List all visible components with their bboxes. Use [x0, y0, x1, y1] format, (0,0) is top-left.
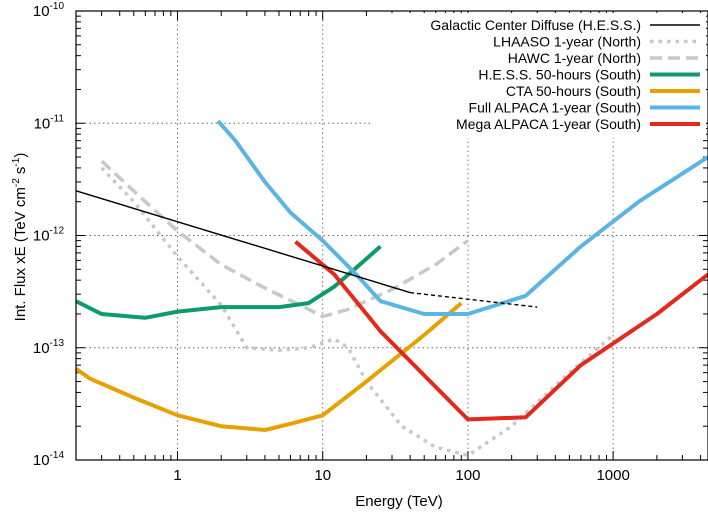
series-line-galactic-center-diffuse-h-e-s-s — [75, 190, 411, 294]
x-tick-label: 1000 — [596, 467, 629, 484]
y-axis-label-sup2: -1 — [11, 157, 22, 166]
y-axis-label-suffix: ) — [12, 153, 29, 158]
x-tick-label: 100 — [455, 467, 480, 484]
series-line-cta-50-hours-south — [74, 301, 463, 432]
series-extension-galactic-center-diffuse-h-e-s-s — [410, 291, 538, 308]
legend-label-cta-50-hours-south: CTA 50-hours (South) — [506, 83, 641, 99]
legend-label-galactic-center-diffuse-h-e-s-s: Galactic Center Diffuse (H.E.S.S.) — [430, 17, 641, 33]
y-tick-label: 10-11 — [34, 113, 65, 132]
plot-frame — [75, 10, 708, 461]
y-tick-label: 10-14 — [33, 450, 65, 469]
y-axis-label-sup1: -2 — [11, 178, 22, 187]
series-layer — [74, 119, 708, 458]
y-tick-label: 10-12 — [33, 226, 65, 245]
x-axis-label: Energy (TeV) — [355, 493, 443, 510]
legend: Galactic Center Diffuse (H.E.S.S.)LHAASO… — [370, 13, 706, 138]
tick-labels: 1 10 100 1000 10-14 10-13 10-12 10-11 10-10 — [33, 1, 630, 484]
legend-label-hawc-1-year-north: HAWC 1-year (North) — [508, 50, 641, 66]
legend-label-lhaaso-1-year-north: LHAASO 1-year (North) — [493, 34, 641, 50]
legend-label-full-alpaca-1-year-south: Full ALPACA 1-year (South) — [469, 100, 641, 116]
legend-label-mega-alpaca-1-year-south: Mega ALPACA 1-year (South) — [456, 116, 641, 132]
y-tick-label: 10-10 — [33, 1, 65, 20]
legend-label-h-e-s-s-50-hours-south: H.E.S.S. 50-hours (South) — [478, 67, 641, 83]
series-line-h-e-s-s-50-hours-south — [75, 244, 382, 320]
y-axis-label: Int. Flux xE (TeV cm-2 s-1) — [11, 153, 29, 322]
x-tick-label: 1 — [173, 467, 181, 484]
y-tick-label: 10-13 — [33, 338, 65, 357]
series-line-mega-alpaca-1-year-south — [294, 240, 708, 422]
series-line-full-alpaca-1-year-south — [216, 119, 708, 316]
y-axis-label-mid: s — [12, 167, 29, 179]
x-tick-label: 10 — [314, 467, 331, 484]
y-axis-label-prefix: Int. Flux xE (TeV cm — [12, 187, 29, 321]
series-line-hawc-1-year-north — [100, 159, 469, 319]
